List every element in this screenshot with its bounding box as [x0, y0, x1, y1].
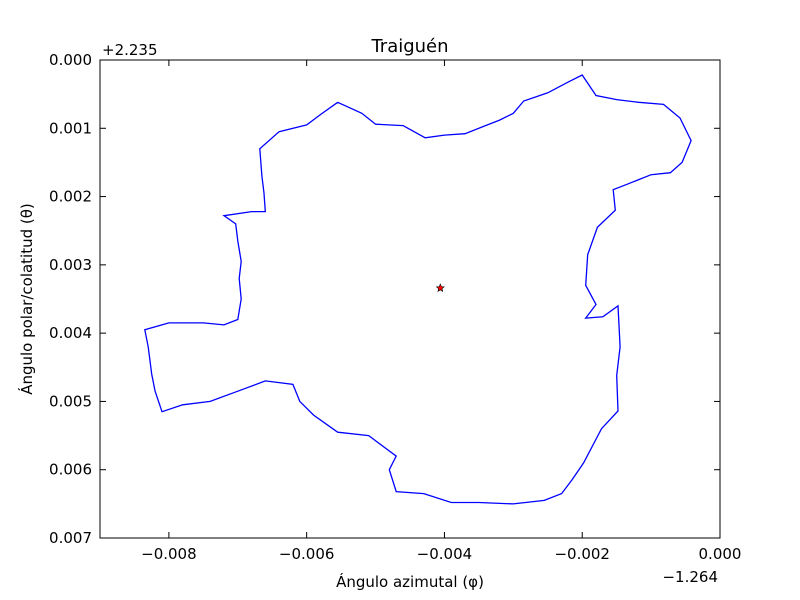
- y-tick-label: 0.007: [49, 529, 92, 547]
- chart-title: Traiguén: [370, 36, 448, 57]
- axes-frame: [99, 59, 721, 539]
- x-tick-label: −0.002: [554, 545, 610, 563]
- y-tick-label: 0.003: [49, 256, 92, 274]
- series-line: [144, 74, 692, 505]
- x-tick-label: −0.006: [279, 545, 335, 563]
- y-tick-label: 0.006: [49, 461, 92, 479]
- x-axis: −0.008 −0.006 −0.004 −0.002 0.000: [141, 60, 741, 563]
- y-tick-label: 0.001: [49, 119, 92, 137]
- y-tick-label: 0.000: [49, 51, 92, 69]
- x-offset-label: −1.264: [662, 568, 718, 586]
- y-axis-label: Ángulo polar/colatitud (θ): [17, 203, 36, 395]
- x-tick-label: −0.008: [141, 545, 197, 563]
- x-axis-label: Ángulo azimutal (φ): [336, 572, 484, 591]
- x-tick-label: 0.000: [699, 545, 742, 563]
- location-marker: [435, 283, 445, 292]
- y-offset-label: +2.235: [102, 41, 158, 59]
- y-tick-label: 0.004: [49, 324, 92, 342]
- plot-area: [144, 74, 692, 505]
- y-tick-label: 0.005: [49, 392, 92, 410]
- x-tick-label: −0.004: [417, 545, 473, 563]
- y-axis: 0.000 0.001 0.002 0.003 0.004 0.005 0.006 0.007: [49, 51, 720, 547]
- y-tick-label: 0.002: [49, 188, 92, 206]
